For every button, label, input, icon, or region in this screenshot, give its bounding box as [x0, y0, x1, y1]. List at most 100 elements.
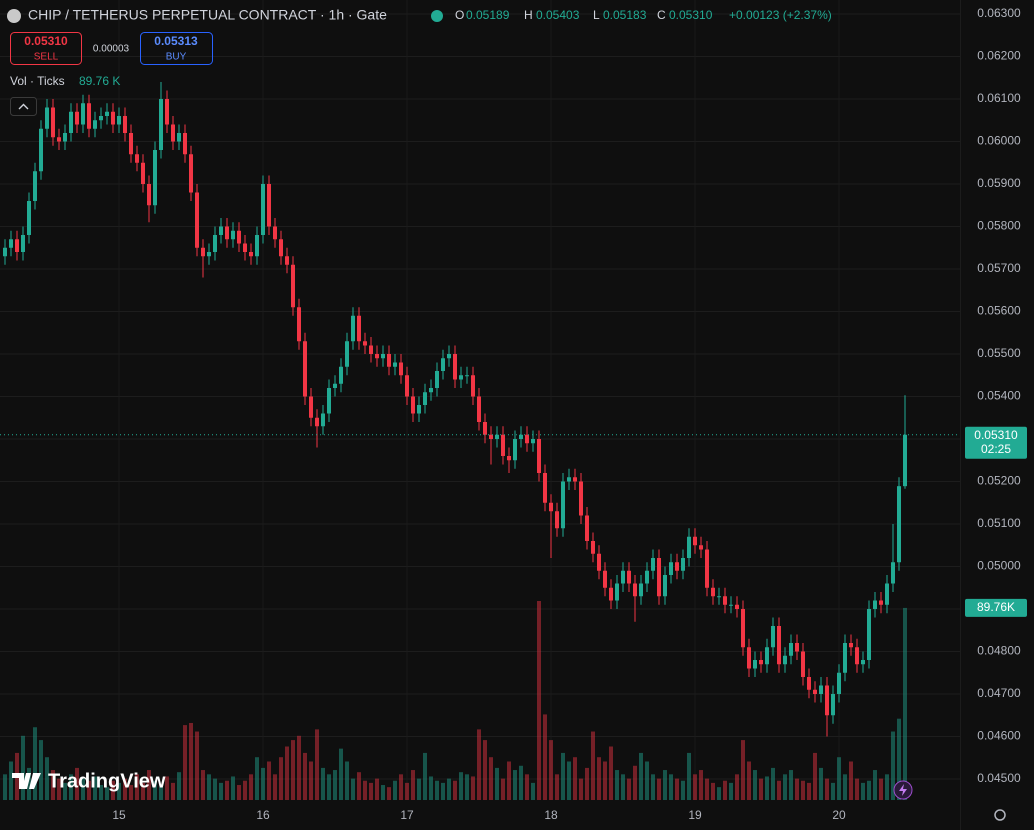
candle-body	[249, 252, 253, 257]
volume-bar	[27, 767, 31, 800]
candle-body	[543, 473, 547, 503]
y-tick-label: 0.05200	[977, 474, 1021, 488]
candle-body	[375, 354, 379, 359]
candle-body	[483, 422, 487, 435]
status-dot	[431, 10, 443, 22]
volume-bar	[735, 774, 739, 800]
volume-bar	[669, 774, 673, 800]
candle-body	[501, 434, 505, 456]
volume-bar	[375, 778, 379, 800]
buy-price: 0.05313	[154, 34, 198, 48]
grid-layer	[0, 0, 960, 800]
volume-bar	[111, 780, 115, 800]
volume-bar	[117, 782, 121, 800]
volume-bar	[189, 722, 193, 800]
candle-body	[183, 133, 187, 155]
y-tick-label: 0.05100	[977, 516, 1021, 530]
settings-icon[interactable]	[994, 809, 1006, 821]
volume-bar	[21, 735, 25, 800]
candle-body	[129, 133, 133, 155]
volume-bar	[129, 785, 133, 800]
candle-body	[57, 137, 61, 142]
candle-body	[315, 417, 319, 427]
candle-body	[189, 154, 193, 193]
volume-bar	[207, 774, 211, 800]
candle-body	[813, 689, 817, 694]
volume-bar	[681, 780, 685, 800]
buy-button[interactable]	[140, 32, 213, 65]
candle-body	[141, 162, 145, 184]
candle-body	[513, 439, 517, 461]
volume-bar	[747, 761, 751, 800]
volume-bar	[447, 778, 451, 800]
candle-body	[651, 558, 655, 571]
sell-button[interactable]	[10, 32, 82, 65]
candle-body	[795, 643, 799, 652]
volume-bar	[543, 714, 547, 800]
volume-bar	[387, 787, 391, 800]
volume-bar	[315, 729, 319, 800]
volume-bar	[861, 782, 865, 800]
candle-body	[561, 481, 565, 529]
candle-body	[153, 150, 157, 206]
x-tick-label: 17	[400, 808, 414, 822]
candle-body	[267, 184, 271, 227]
volume-bar	[57, 778, 61, 800]
y-tick-label: 0.05500	[977, 346, 1021, 360]
volume-bar	[663, 770, 667, 800]
volume-bar	[297, 735, 301, 800]
volume-bar	[867, 780, 871, 800]
candle-body	[861, 660, 865, 665]
volume-bar	[147, 770, 151, 800]
volume-bar	[699, 770, 703, 800]
volume-value: 89.76 K	[79, 74, 120, 88]
volume-bar	[693, 774, 697, 800]
volume-bar	[81, 778, 85, 800]
candle-body	[423, 392, 427, 405]
candle-body	[297, 307, 301, 342]
candle-body	[807, 677, 811, 690]
volume-bar	[591, 731, 595, 800]
candle-body	[279, 239, 283, 257]
volume-bar	[537, 601, 541, 800]
candle-body	[399, 362, 403, 376]
y-tick-label: 0.06300	[977, 6, 1021, 20]
volume-bar	[765, 776, 769, 800]
volume-bar	[633, 765, 637, 800]
candle-body	[147, 184, 151, 206]
candle-body	[459, 375, 463, 380]
y-tick-label: 0.05900	[977, 176, 1021, 190]
watermark: TradingView	[12, 770, 166, 792]
candle-body	[51, 107, 55, 138]
candle-body	[273, 226, 277, 240]
legend-key: C	[657, 8, 666, 22]
overlay-layer: 0.045000.046000.047000.048000.049000.050…	[0, 6, 1027, 822]
candle-body	[705, 549, 709, 588]
volume-bar	[303, 752, 307, 800]
collapse-button[interactable]	[10, 97, 37, 116]
volume-bar	[501, 778, 505, 800]
candle-body	[591, 541, 595, 554]
y-tick-label: 0.06200	[977, 49, 1021, 63]
candle-body	[21, 235, 25, 252]
candle-body	[33, 171, 37, 201]
volume-bar	[267, 761, 271, 800]
candle-body	[627, 570, 631, 584]
candle-body	[99, 116, 103, 121]
candle-body	[771, 626, 775, 648]
candle-body	[303, 341, 307, 397]
candle-body	[537, 439, 541, 473]
candle-body	[879, 600, 883, 605]
x-tick-label: 20	[832, 808, 846, 822]
volume-bar	[777, 780, 781, 800]
candle-body	[507, 456, 511, 461]
volume-bar	[231, 776, 235, 800]
candle-body	[747, 647, 751, 669]
volume-bar	[201, 770, 205, 800]
volume-bar	[567, 761, 571, 800]
candle-body	[891, 562, 895, 584]
candle-body	[195, 192, 199, 248]
volume-bar	[651, 774, 655, 800]
buy-label: BUY	[166, 52, 187, 63]
x-tick-label: 15	[112, 808, 126, 822]
